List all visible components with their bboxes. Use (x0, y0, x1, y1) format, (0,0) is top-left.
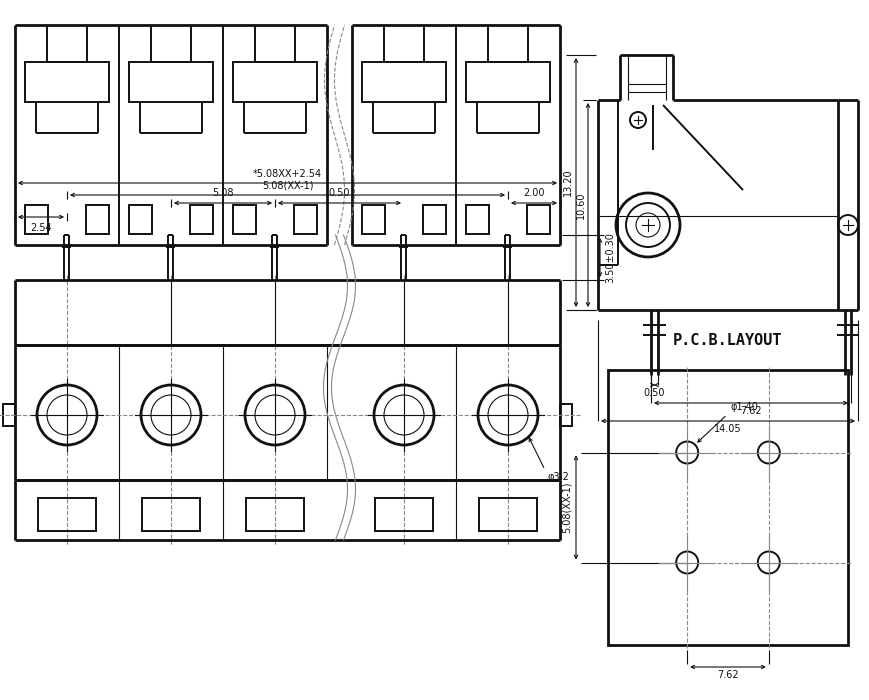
Bar (466, 62, 549, 102)
Text: 0.50: 0.50 (328, 188, 350, 198)
Bar (189, 205, 212, 234)
Text: 0.50: 0.50 (643, 388, 665, 398)
Bar (143, 498, 199, 531)
Text: *5.08XX+2.54: *5.08XX+2.54 (253, 169, 322, 179)
Bar (294, 205, 316, 234)
Bar (422, 205, 445, 234)
Text: φ3.2: φ3.2 (547, 472, 569, 482)
Bar (233, 205, 256, 234)
Bar (607, 370, 847, 645)
Bar (466, 205, 488, 234)
Bar (560, 404, 571, 426)
Text: 13.20: 13.20 (562, 169, 573, 196)
Text: 5.08(XX-1): 5.08(XX-1) (262, 181, 313, 191)
Bar (375, 498, 432, 531)
Bar (233, 62, 316, 102)
Bar (246, 498, 303, 531)
Text: 2.54: 2.54 (30, 223, 52, 233)
Bar (25, 205, 48, 234)
Bar (479, 498, 536, 531)
Bar (526, 205, 549, 234)
Text: 5.08: 5.08 (212, 188, 234, 198)
Text: 10.60: 10.60 (575, 191, 586, 218)
Text: 14.05: 14.05 (713, 424, 741, 434)
Bar (38, 498, 96, 531)
Bar (129, 205, 152, 234)
Text: 5.08(XX-1): 5.08(XX-1) (561, 482, 571, 533)
Text: P.C.B.LAYOUT: P.C.B.LAYOUT (673, 333, 782, 348)
Text: 3.50±0.30: 3.50±0.30 (604, 232, 614, 283)
Bar (25, 62, 109, 102)
Text: φ1.40: φ1.40 (729, 402, 757, 412)
Bar (129, 62, 212, 102)
Text: 7.62: 7.62 (716, 670, 738, 680)
Text: 7.62: 7.62 (740, 406, 761, 416)
Bar (86, 205, 109, 234)
Text: 2.00: 2.00 (522, 188, 544, 198)
Bar (362, 62, 445, 102)
Bar (362, 205, 385, 234)
Bar (3, 404, 15, 426)
